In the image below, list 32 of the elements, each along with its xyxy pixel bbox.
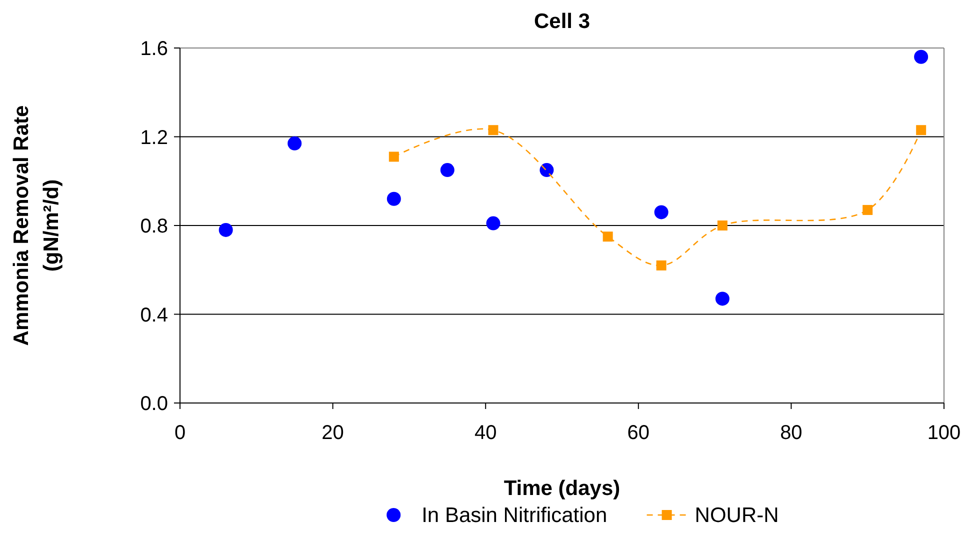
point	[914, 50, 928, 64]
y-tick-label: 0.4	[140, 304, 168, 326]
point	[654, 205, 668, 220]
point	[916, 125, 926, 136]
point	[386, 192, 401, 206]
x-tick-label: 60	[627, 422, 650, 444]
point	[862, 204, 873, 215]
y-axis-title: Ammonia Removal Rate (gN/m²/d)	[10, 105, 63, 346]
x-tick-label: 80	[780, 422, 802, 444]
point	[218, 222, 233, 237]
chart-title: Cell 3	[534, 10, 590, 33]
point	[486, 216, 500, 230]
point	[440, 163, 454, 178]
y-tick-label: 0.0	[140, 393, 168, 415]
x-axis-title: Time (days)	[504, 477, 620, 500]
point	[388, 152, 399, 162]
y-tick-label: 0.8	[140, 216, 168, 238]
point	[602, 232, 613, 242]
x-tick-label: 100	[927, 422, 961, 444]
point	[715, 292, 730, 306]
y-tick-label: 1.6	[140, 38, 168, 60]
point	[288, 136, 302, 150]
legend-label: NOUR-N	[694, 504, 779, 527]
y-tick-label: 1.2	[140, 126, 168, 149]
x-tick-label: 0	[174, 422, 186, 444]
point	[717, 220, 728, 230]
x-tick-label: 40	[474, 422, 497, 444]
point	[488, 125, 498, 136]
point	[540, 163, 554, 178]
legend-label: In Basin Nitrification	[422, 504, 608, 527]
point	[656, 260, 666, 270]
x-tick-label: 20	[322, 422, 344, 444]
